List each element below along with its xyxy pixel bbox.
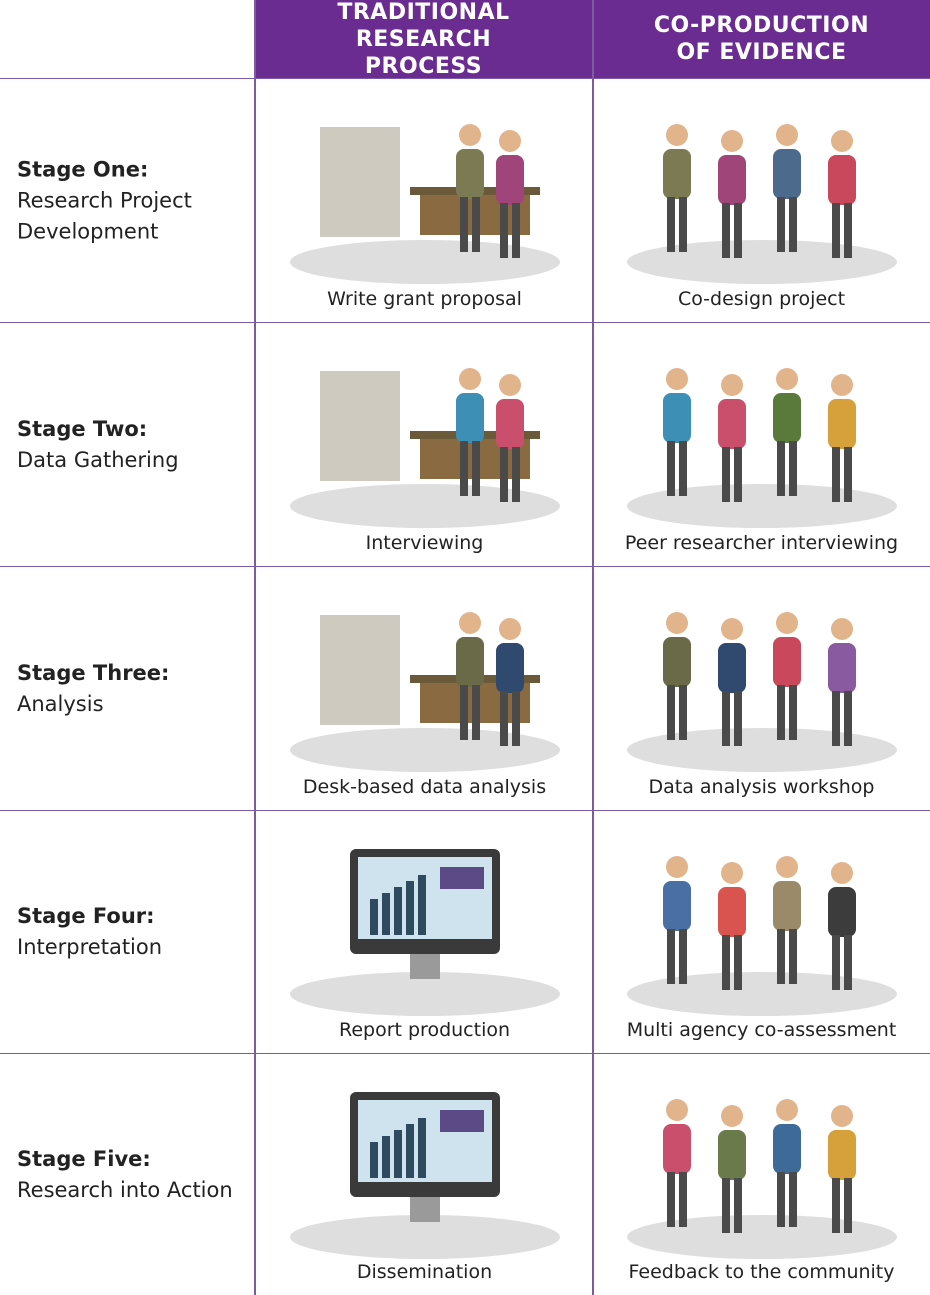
stage-row: Stage Four: Interpretation Report producti… [0, 810, 930, 1053]
stage-description: Analysis [17, 691, 104, 716]
process-cell: Co-design project [593, 79, 930, 322]
stage-description: Interpretation [17, 935, 163, 959]
process-cell: Interviewing [256, 323, 593, 566]
illustration [290, 124, 560, 284]
stage-label: Stage One: Research Project Development [17, 154, 237, 247]
stage-row: Stage Five: Research into Action Dissemina… [0, 1053, 930, 1295]
caption: Interviewing [365, 532, 484, 554]
illustration [290, 849, 560, 1016]
process-cell: Dissemination [256, 1054, 593, 1295]
stage-label: Stage Four: Interpretation [17, 901, 237, 963]
stage-label: Stage Three: Analysis [17, 658, 237, 720]
stage-title: Stage Four: [17, 904, 155, 928]
illustration [627, 1099, 897, 1259]
illustration [290, 1092, 560, 1259]
column-header: CO-PRODUCTION OF EVIDENCE [593, 0, 930, 78]
process-cell: Data analysis workshop [593, 567, 930, 810]
caption: Feedback to the community [628, 1261, 895, 1283]
stage-row: Stage Two: Data Gathering Interviewing Peer… [0, 322, 930, 566]
illustration [627, 612, 897, 772]
caption: Multi agency co-assessment [626, 1019, 897, 1041]
process-cell: Report production [256, 811, 593, 1053]
stage-description: Research into Action [17, 1177, 233, 1202]
process-cell: Desk-based data analysis [256, 567, 593, 810]
stage-label: Stage Two: Data Gathering [17, 414, 237, 476]
process-cell: Write grant proposal [256, 79, 593, 322]
stage-title: Stage Three: [17, 660, 170, 685]
stage-title: Stage Five: [17, 1146, 151, 1171]
caption: Write grant proposal [327, 288, 522, 310]
stage-description: Data Gathering [17, 447, 179, 472]
caption: Desk-based data analysis [302, 776, 547, 798]
process-cell: Peer researcher interviewing [593, 323, 930, 566]
caption: Dissemination [356, 1261, 493, 1283]
stage-label: Stage Five: Research into Action [17, 1144, 237, 1206]
caption: Report production [338, 1019, 511, 1041]
illustration [290, 368, 560, 528]
caption: Peer researcher interviewing [624, 532, 899, 554]
caption: Co-design project [677, 288, 846, 310]
stage-description: Research Project Development [17, 188, 192, 243]
illustration [627, 368, 897, 528]
stage-title: Stage Two: [17, 416, 148, 441]
caption: Data analysis workshop [648, 776, 875, 798]
column-header: TRADITIONAL RESEARCH PROCESS [255, 0, 592, 79]
stage-row: Stage One: Research Project Development Wr… [0, 78, 930, 322]
illustration [627, 124, 897, 284]
illustration [290, 612, 560, 772]
divider [254, 0, 256, 1295]
process-cell: Feedback to the community [593, 1054, 930, 1295]
divider [592, 0, 594, 1295]
process-cell: Multi agency co-assessment [593, 811, 930, 1053]
stage-row: Stage Three: Analysis Desk-based data anal… [0, 566, 930, 810]
stage-title: Stage One: [17, 157, 149, 181]
illustration [627, 856, 897, 1016]
